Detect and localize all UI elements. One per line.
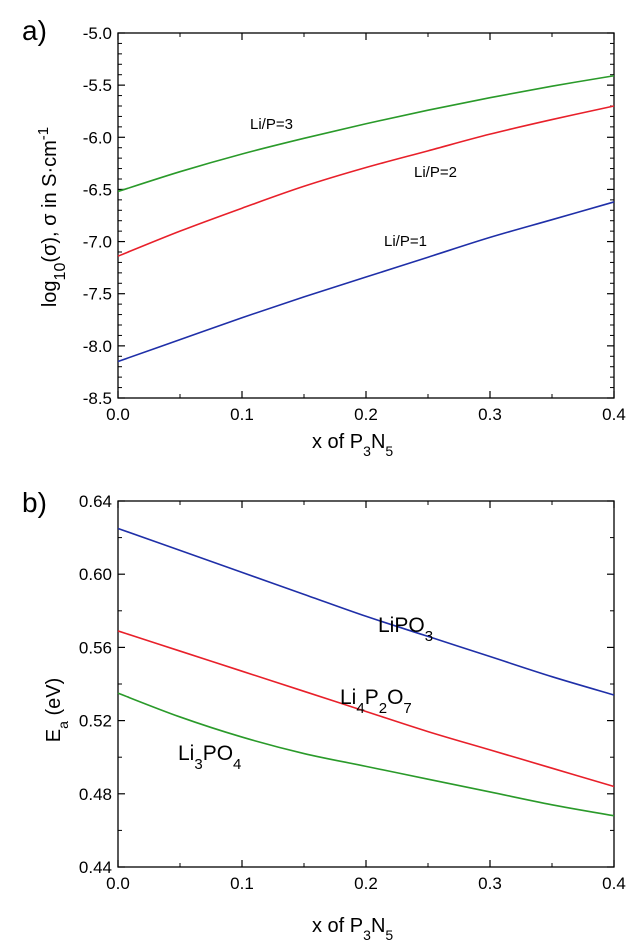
series-label-li-p-3: Li/P=3 <box>250 116 293 133</box>
panel-b-label: b) <box>22 487 47 518</box>
y-tick-label: 0.60 <box>79 565 112 584</box>
y-tick-label: 0.44 <box>79 858 112 877</box>
series-label-lipo3: LiPO3 <box>378 614 433 645</box>
x-tick-label: 0.4 <box>602 874 626 893</box>
x-tick-label: 0.3 <box>478 405 502 424</box>
y-tick-label: -5.0 <box>83 24 112 43</box>
y-tick-label: -6.0 <box>83 128 112 147</box>
series-line-lipo3 <box>117 527 615 696</box>
series-label-li4p2o7: Li4P2O7 <box>340 686 412 717</box>
panel-b: b) 0.0 0.1 0.2 0.3 0.4 0.44 0.48 0.52 0.56 0.60 0.… <box>22 487 626 943</box>
series-label-li-p-2: Li/P=2 <box>414 164 457 181</box>
panel-b-frame <box>117 500 615 868</box>
series-line-li-p-2 <box>117 105 615 257</box>
series-line-li4p2o7 <box>117 630 615 788</box>
x-tick-label: 0.1 <box>230 874 254 893</box>
panel-a-y-axis-title: log10(σ), σ in S·cm-1 <box>35 127 69 307</box>
panel-a-x-axis-title: x of P3N5 <box>312 431 393 459</box>
series-line-li-p-3 <box>117 74 615 193</box>
x-tick-label: 0.2 <box>354 874 378 893</box>
x-tick-label: 0.2 <box>354 405 378 424</box>
panel-b-x-axis-title: x of P3N5 <box>312 915 393 943</box>
y-tick-label: 0.48 <box>79 785 112 804</box>
y-tick-label: -8.0 <box>83 337 112 356</box>
y-tick-label: -5.5 <box>83 76 112 95</box>
series-line-li-p-1 <box>117 201 615 363</box>
y-tick-label: -7.0 <box>83 233 112 252</box>
series-label-li-p-1: Li/P=1 <box>384 233 427 250</box>
panel-a: a) 0.0 0.1 0.2 0.3 0.4 -8.5 -8.0 -7.5 -7.0 -6.5 -6… <box>22 15 626 459</box>
x-tick-label: 0.3 <box>478 874 502 893</box>
panel-a-label: a) <box>22 15 47 46</box>
x-tick-label: 0.0 <box>106 874 130 893</box>
y-tick-label: 0.64 <box>79 492 112 511</box>
series-line-li3po4 <box>117 692 615 817</box>
panel-b-y-axis-title: Ea (eV) <box>43 678 71 742</box>
series-label-li3po4: Li3PO4 <box>178 742 241 773</box>
x-tick-label: 0.1 <box>230 405 254 424</box>
y-tick-label: 0.56 <box>79 638 112 657</box>
x-tick-label: 0.4 <box>602 405 626 424</box>
y-tick-label: -6.5 <box>83 180 112 199</box>
x-tick-label: 0.0 <box>106 405 130 424</box>
y-tick-label: -8.5 <box>83 389 112 408</box>
y-tick-label: 0.52 <box>79 712 112 731</box>
y-tick-label: -7.5 <box>83 285 112 304</box>
